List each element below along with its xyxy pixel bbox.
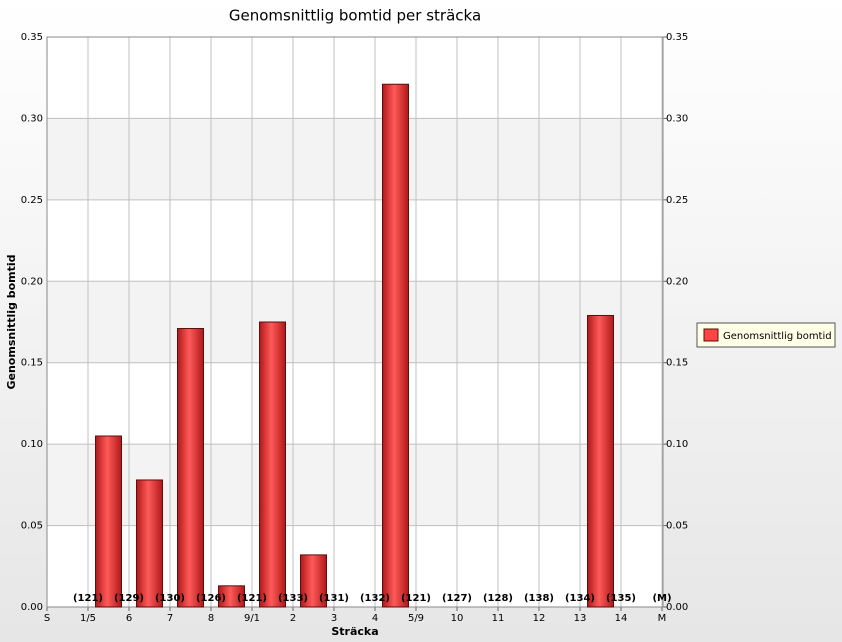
bar — [218, 585, 245, 608]
count-label: (130) — [155, 593, 185, 604]
x-tick-label: 5/9 — [408, 613, 424, 624]
bar — [136, 479, 163, 608]
count-label: (127) — [442, 593, 472, 604]
count-label: (M) — [652, 593, 671, 604]
y-axis-title: Genomsnittlig bomtid — [5, 254, 18, 389]
bar — [259, 321, 286, 608]
bar — [300, 554, 327, 608]
y2-tick-label: 0.35 — [666, 32, 688, 43]
x-tick-label: 7 — [167, 613, 173, 624]
x-tick-label: 12 — [533, 613, 546, 624]
legend-swatch — [703, 328, 719, 342]
count-label: (138) — [524, 593, 554, 604]
bar — [587, 314, 614, 608]
x-tick-label: 10 — [451, 613, 464, 624]
count-label: (128) — [483, 593, 513, 604]
x-tick-label: S — [44, 613, 50, 624]
grid-band — [47, 118, 663, 200]
y2-tick-label: 0.30 — [666, 113, 688, 124]
bar — [177, 328, 204, 608]
chart-title: Genomsnittlig bomtid per sträcka — [229, 7, 481, 25]
count-label: (121) — [73, 593, 103, 604]
count-label: (132) — [360, 593, 390, 604]
y-tick-label: 0.20 — [21, 276, 43, 287]
y-tick-label: 0.10 — [21, 439, 43, 450]
y-tick-label: 0.15 — [21, 358, 43, 369]
count-label: (121) — [237, 593, 267, 604]
count-label: (133) — [278, 593, 308, 604]
count-label: (135) — [606, 593, 636, 604]
x-tick-label: 14 — [615, 613, 628, 624]
plot-border — [46, 36, 664, 608]
y2-tick-label: 0.05 — [666, 521, 688, 532]
count-label: (121) — [401, 593, 431, 604]
count-label: (131) — [319, 593, 349, 604]
y2-tick-label: 0.20 — [666, 276, 688, 287]
count-label: (129) — [114, 593, 144, 604]
y2-tick-label: 0.10 — [666, 439, 688, 450]
count-label: (134) — [565, 593, 595, 604]
x-tick-label: 3 — [331, 613, 337, 624]
grid-band — [47, 281, 663, 363]
x-tick-label: 2 — [290, 613, 296, 624]
bar — [382, 83, 409, 608]
bar — [95, 435, 122, 608]
y2-tick-label: 0.15 — [666, 358, 688, 369]
x-tick-label: 8 — [208, 613, 214, 624]
x-tick-label: 1/5 — [80, 613, 96, 624]
x-tick-label: M — [658, 613, 667, 624]
legend-box — [696, 322, 836, 348]
x-tick-label: 4 — [372, 613, 378, 624]
x-tick-label: 11 — [492, 613, 505, 624]
y-tick-label: 0.30 — [21, 113, 43, 124]
y-tick-label: 0.25 — [21, 195, 43, 206]
x-axis-title: Sträcka — [331, 625, 378, 638]
legend-label: Genomsnittlig bomtid — [723, 331, 832, 342]
y-tick-label: 0.35 — [21, 32, 43, 43]
x-tick-label: 6 — [126, 613, 132, 624]
y-tick-label: 0.05 — [21, 521, 43, 532]
y2-tick-label: 0.25 — [666, 195, 688, 206]
y-tick-label: 0.00 — [21, 602, 43, 613]
y2-tick-label: 0.00 — [666, 602, 688, 613]
x-tick-label: 13 — [574, 613, 587, 624]
x-tick-label: 9/1 — [244, 613, 260, 624]
count-label: (126) — [196, 593, 226, 604]
